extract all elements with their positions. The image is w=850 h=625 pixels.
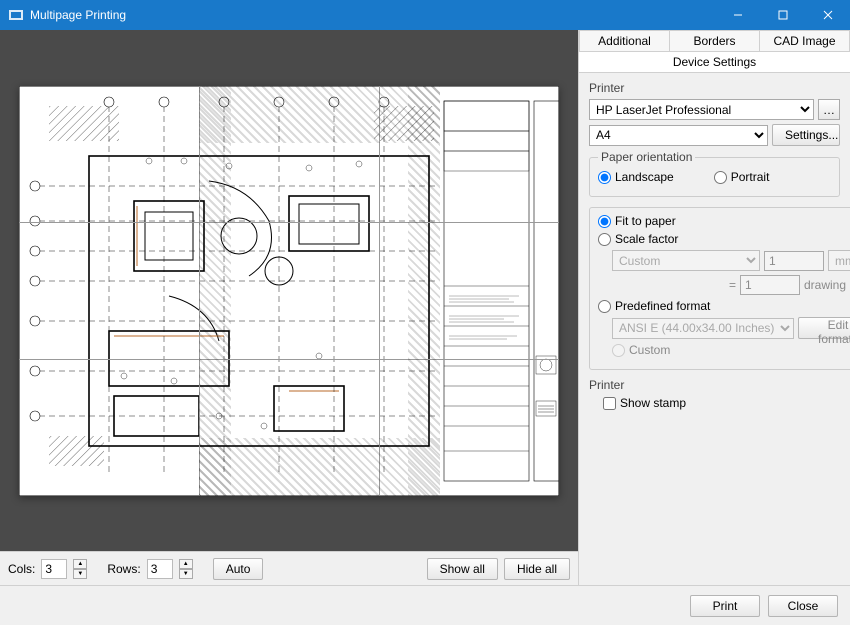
settings-tabs: Additional Settings Borders CAD Image	[579, 30, 850, 52]
scaling-group: Fit to paper Scale factor Custom mm	[589, 207, 850, 370]
drawing-units-label: drawing units	[804, 278, 850, 292]
tab-device-settings-label: Device Settings	[579, 52, 850, 73]
auto-button[interactable]: Auto	[213, 558, 264, 580]
tab-cad-image[interactable]: CAD Image	[760, 30, 850, 51]
scale-factor[interactable]: Scale factor	[598, 232, 678, 246]
predefined-format-radio[interactable]	[598, 300, 611, 313]
fit-to-paper-radio[interactable]	[598, 215, 611, 228]
scale-value1	[764, 251, 824, 271]
cad-drawing	[19, 86, 559, 496]
custom-format-radio	[612, 344, 625, 357]
stamp-section-title: Printer	[589, 378, 840, 392]
cols-down-button[interactable]: ▼	[73, 569, 87, 579]
close-button[interactable]: Close	[768, 595, 838, 617]
maximize-button[interactable]	[760, 0, 805, 30]
equals-label: =	[729, 278, 736, 292]
rows-input[interactable]	[147, 559, 173, 579]
app-icon	[8, 7, 24, 23]
cols-label: Cols:	[8, 562, 35, 576]
predefined-format[interactable]: Predefined format	[598, 299, 710, 313]
printer-section-title: Printer	[589, 81, 840, 95]
print-button[interactable]: Print	[690, 595, 760, 617]
titlebar: Multipage Printing	[0, 0, 850, 30]
scale-factor-radio[interactable]	[598, 233, 611, 246]
show-stamp-checkbox[interactable]	[603, 397, 616, 410]
orientation-legend: Paper orientation	[598, 150, 695, 164]
rows-down-button[interactable]: ▼	[179, 569, 193, 579]
cols-input[interactable]	[41, 559, 67, 579]
show-stamp[interactable]: Show stamp	[589, 396, 840, 410]
scale-custom-select: Custom	[612, 250, 760, 271]
orientation-landscape[interactable]: Landscape	[598, 170, 674, 184]
edit-formats-button: Edit formats	[798, 317, 850, 339]
rows-label: Rows:	[107, 562, 140, 576]
hide-all-button[interactable]: Hide all	[504, 558, 570, 580]
cols-up-button[interactable]: ▲	[73, 559, 87, 569]
preview-page	[19, 86, 559, 496]
paper-select[interactable]: A4	[589, 125, 768, 146]
tab-additional-settings[interactable]: Additional Settings	[579, 30, 670, 51]
window-title: Multipage Printing	[30, 8, 715, 22]
orientation-portrait-radio[interactable]	[714, 171, 727, 184]
orientation-landscape-radio[interactable]	[598, 171, 611, 184]
scale-value2	[740, 275, 800, 295]
preview-area[interactable]	[0, 30, 578, 551]
printer-select[interactable]: HP LaserJet Professional	[589, 99, 814, 120]
close-window-button[interactable]	[805, 0, 850, 30]
tiling-controls: Cols: ▲ ▼ Rows: ▲ ▼ Auto Show all Hide a…	[0, 551, 578, 585]
tab-borders[interactable]: Borders	[670, 30, 760, 51]
orientation-portrait[interactable]: Portrait	[714, 170, 770, 184]
minimize-button[interactable]	[715, 0, 760, 30]
dialog-footer: Print Close	[0, 585, 850, 625]
custom-format: Custom	[612, 343, 670, 357]
fit-to-paper[interactable]: Fit to paper	[598, 214, 676, 228]
printer-browse-button[interactable]: …	[818, 99, 840, 120]
orientation-group: Paper orientation Landscape Portrait	[589, 150, 840, 197]
rows-up-button[interactable]: ▲	[179, 559, 193, 569]
predefined-select: ANSI E (44.00x34.00 Inches)	[612, 318, 794, 339]
scale-unit-select: mm	[828, 250, 850, 271]
paper-settings-button[interactable]: Settings...	[772, 124, 840, 146]
show-all-button[interactable]: Show all	[427, 558, 498, 580]
